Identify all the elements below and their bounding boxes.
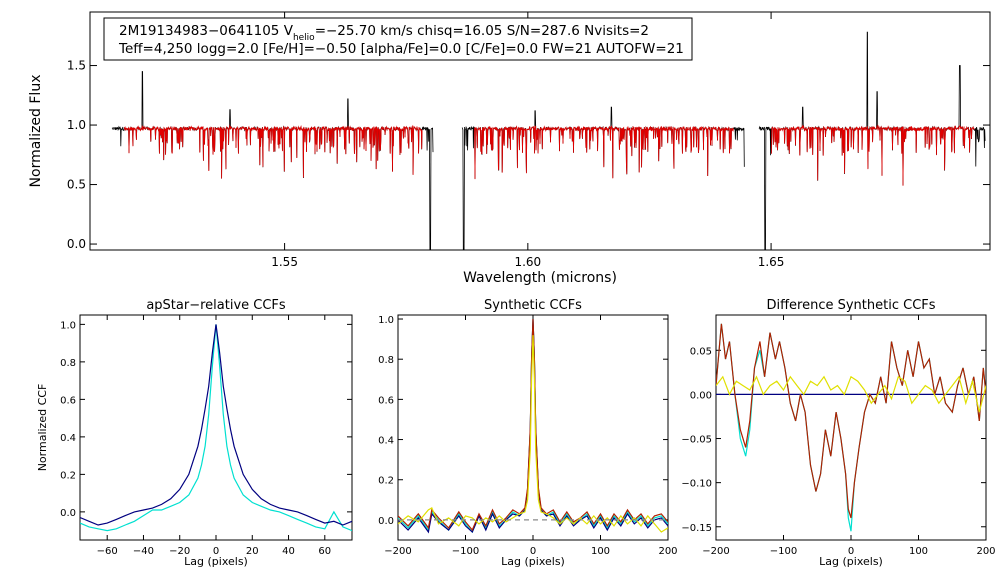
x-tick-label: 20 [246,546,259,557]
y-axis-label: Normalized CCF [36,384,49,472]
x-tick-label: 40 [282,546,295,557]
y-tick-label: 1.0 [60,320,76,331]
x-tick-label: −20 [169,546,190,557]
y-tick-label: −0.15 [681,523,712,534]
synthetic-ccf-panel: −200 −100 0 100 200 0.0 0.2 0.4 0.6 0.8 1.0 Synthet… [378,298,677,568]
spectrum-panel: 1.55 1.60 1.65 0.0 0.5 1.0 1.5 Wavelength (micr… [28,11,991,286]
info-line-2: Teff=4,250 logg=2.0 [Fe/H]=−0.50 [alpha/… [118,41,684,57]
x-tick-label: 100 [591,546,610,557]
synthetic-spectrum-chip [123,124,423,179]
info-line-1: 2M19134983−0641105 Vhelio=−25.70 km/s ch… [119,23,649,43]
apstar-ccf-panel: −60 −40 −20 0 20 40 60 0.0 0.2 0.4 0.6 0.8 1.0 apStar… [36,298,353,568]
y-tick-label: 0.8 [378,355,394,366]
x-tick-label: −100 [452,546,479,557]
series-line-visit-2 [716,323,986,519]
x-tick-label: −200 [384,546,411,557]
x-tick-label: 0 [848,546,854,557]
difference-ccf-panel: −200 −100 0 100 200 −0.15 −0.10 −0.05 0.00 0.05 Di… [681,298,995,568]
y-tick-label: 0.0 [378,516,394,527]
y-tick-label: 0.4 [378,436,394,447]
plot-frame [79,314,353,541]
series-line-template-diff [716,375,986,413]
info-v-label: V [284,23,294,39]
y-tick-label: 1.0 [378,315,394,326]
x-tick-label: 0 [530,546,536,557]
x-tick-label: −40 [133,546,154,557]
y-tick-label: 0.6 [378,395,394,406]
y-tick-label: 0.05 [690,346,712,357]
info-v-value: =−25.70 km/s [315,23,413,39]
series-line-visit-1 [80,324,352,532]
x-axis-label: Wavelength (microns) [463,270,617,286]
synthetic-spectrum-chip [474,125,734,180]
x-tick-label: 200 [976,546,995,557]
y-tick-label: 0.2 [378,476,394,487]
x-tick-label: 1.55 [271,255,298,269]
y-tick-label: 0.5 [67,178,86,192]
info-box [103,17,693,61]
y-tick-label: −0.10 [681,479,712,490]
x-tick-label: 1.65 [758,255,785,269]
x-tick-label: 60 [318,546,331,557]
y-tick-label: 0.0 [67,237,86,251]
y-tick-label: 0.6 [60,395,76,406]
y-tick-label: 0.0 [60,508,76,519]
x-axis-label: Lag (pixels) [501,555,565,568]
x-tick-label: 1.60 [514,255,541,269]
chart-title: Synthetic CCFs [484,298,582,313]
x-tick-label: −60 [97,546,118,557]
synthetic-spectrum-chip [771,124,975,186]
y-tick-label: 0.2 [60,470,76,481]
y-tick-label: 1.0 [67,118,86,132]
chart-title: Difference Synthetic CCFs [766,298,935,313]
chart-title: apStar−relative CCFs [146,298,286,313]
y-tick-label: 0.8 [60,358,76,369]
info-star-id: 2M19134983−0641105 [119,23,279,39]
x-tick-label: 100 [909,546,928,557]
x-tick-label: −100 [770,546,797,557]
y-tick-label: 0.00 [690,390,712,401]
y-tick-label: 1.5 [67,59,86,73]
info-rest-line1: chisq=16.05 S/N=287.6 Nvisits=2 [417,23,649,39]
plot-frame [89,11,991,251]
info-v-sub: helio [293,33,315,43]
x-axis-label: Lag (pixels) [819,555,883,568]
y-tick-label: 0.4 [60,433,76,444]
x-axis-label: Lag (pixels) [184,555,248,568]
x-tick-label: 0 [213,546,219,557]
observed-spectrum-chip [111,71,434,251]
series-line-visit-2 [80,324,352,526]
y-axis-label: Normalized Flux [28,75,44,188]
series-line-template-match [398,335,668,533]
x-tick-label: 200 [658,546,677,557]
plot-frame [715,314,987,541]
x-tick-label: −200 [702,546,729,557]
series-line-visit-1 [716,323,986,532]
y-tick-label: −0.05 [681,435,712,446]
